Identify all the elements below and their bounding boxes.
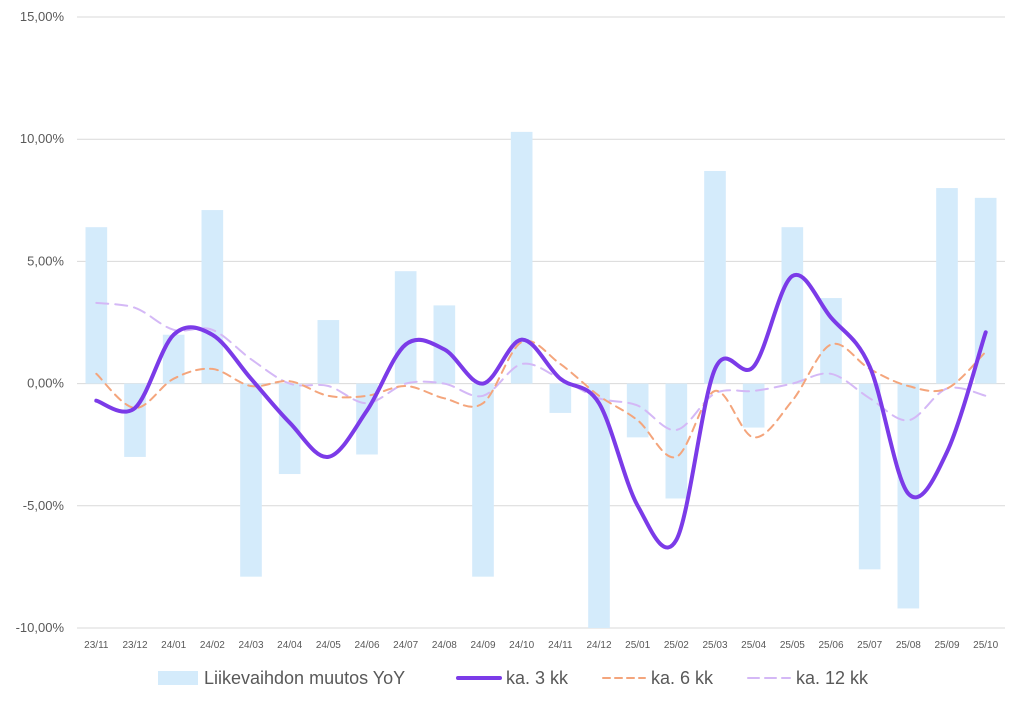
bar: [162, 334, 185, 384]
y-axis: 15,00% 10,00% 5,00% 0,00% -5,00% -10,00%: [16, 9, 65, 635]
line-series-group: [94, 272, 988, 550]
legend-item-6m-avg: ka. 6 kk: [602, 668, 714, 688]
y-tick-label: 0,00%: [27, 376, 64, 391]
line-3m-avg: [94, 272, 988, 550]
legend-label: ka. 12 kk: [796, 668, 869, 688]
x-tick-label: 24/12: [586, 640, 611, 651]
bar-series-revenue-change: [85, 131, 997, 628]
x-tick-label: 24/10: [509, 640, 534, 651]
x-tick-label: 24/05: [316, 640, 341, 651]
gridlines: [77, 16, 1005, 629]
bar: [936, 188, 958, 384]
x-tick-label: 24/03: [238, 640, 263, 651]
x-tick-label: 24/04: [277, 640, 302, 651]
x-tick-label: 24/02: [200, 640, 225, 651]
bar: [820, 298, 842, 384]
bar: [85, 227, 108, 384]
x-tick-label: 25/08: [896, 640, 921, 651]
legend-item-3m-avg: ka. 3 kk: [456, 668, 569, 688]
x-tick-label: 25/07: [857, 640, 882, 651]
x-tick-label: 25/04: [741, 640, 766, 651]
legend-swatch-bar: [158, 671, 198, 685]
bar: [781, 227, 804, 384]
x-tick-label: 25/05: [780, 640, 805, 651]
x-tick-label: 23/12: [122, 640, 147, 651]
bar: [665, 383, 688, 499]
bar: [433, 305, 456, 384]
x-tick-label: 23/11: [84, 640, 109, 651]
y-tick-label: 10,00%: [20, 131, 65, 146]
bar: [472, 383, 494, 577]
bar: [510, 131, 533, 384]
legend-item-revenue-change: Liikevaihdon muutos YoY: [158, 668, 405, 688]
x-tick-label: 24/07: [393, 640, 418, 651]
line-12m-avg: [95, 301, 987, 432]
x-tick-label: 25/10: [973, 640, 998, 651]
bar: [974, 197, 997, 384]
bar: [704, 170, 726, 384]
x-tick-label: 25/03: [702, 640, 727, 651]
x-tick-label: 24/09: [470, 640, 495, 651]
y-tick-label: 15,00%: [20, 9, 65, 24]
legend-label: ka. 6 kk: [651, 668, 714, 688]
legend: Liikevaihdon muutos YoY ka. 3 kk ka. 6 kk k…: [158, 668, 869, 688]
x-tick-label: 25/06: [818, 640, 843, 651]
y-tick-label: 5,00%: [27, 253, 64, 268]
x-tick-label: 24/08: [432, 640, 457, 651]
x-tick-label: 25/02: [664, 640, 689, 651]
line-6m-avg: [95, 339, 987, 459]
legend-label: ka. 3 kk: [506, 668, 569, 688]
x-tick-label: 25/09: [934, 640, 959, 651]
bar: [858, 383, 881, 570]
bar: [278, 383, 301, 475]
legend-label: Liikevaihdon muutos YoY: [204, 668, 405, 688]
y-tick-label: -10,00%: [16, 620, 65, 635]
bar: [626, 383, 649, 438]
x-axis: 23/11 23/12 24/01 24/02 24/03 24/04 24/05 24/06…: [84, 640, 998, 651]
x-tick-label: 24/11: [548, 640, 573, 651]
bar: [588, 383, 610, 628]
x-tick-label: 24/06: [354, 640, 379, 651]
y-tick-label: -5,00%: [23, 498, 65, 513]
bar: [394, 271, 417, 384]
legend-item-12m-avg: ka. 12 kk: [747, 668, 869, 688]
x-tick-label: 25/01: [625, 640, 650, 651]
bar: [240, 383, 262, 577]
bar: [742, 383, 765, 428]
bar: [549, 383, 572, 413]
bar: [317, 320, 340, 384]
bar: [201, 210, 224, 384]
x-tick-label: 24/01: [161, 640, 186, 651]
